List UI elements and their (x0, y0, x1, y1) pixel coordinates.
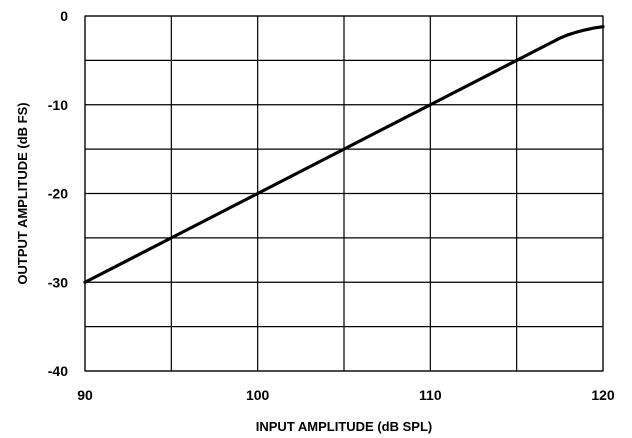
y-tick-label: 0 (60, 8, 68, 24)
y-tick-label: -40 (48, 363, 68, 379)
plot-area-border (84, 15, 604, 372)
y-tick-label: -30 (48, 274, 68, 290)
grid (84, 15, 604, 372)
x-tick-label: 100 (246, 387, 270, 403)
series-layer (83, 25, 605, 284)
y-tick-label: -20 (48, 186, 68, 202)
series-line-0 (83, 25, 605, 284)
x-tick-label: 120 (591, 387, 615, 403)
y-tick-label: -10 (48, 97, 68, 113)
y-axis-title: OUTPUT AMPLITUDE (dB FS) (15, 102, 30, 284)
y-tick-labels: 0 -10 -20 -30 -40 (48, 8, 68, 379)
x-axis-title: INPUT AMPLITUDE (dB SPL) (256, 419, 432, 434)
x-tick-label: 110 (419, 387, 442, 403)
x-tick-labels: 90 100 110 120 (77, 387, 615, 403)
x-tick-label: 90 (77, 387, 93, 403)
